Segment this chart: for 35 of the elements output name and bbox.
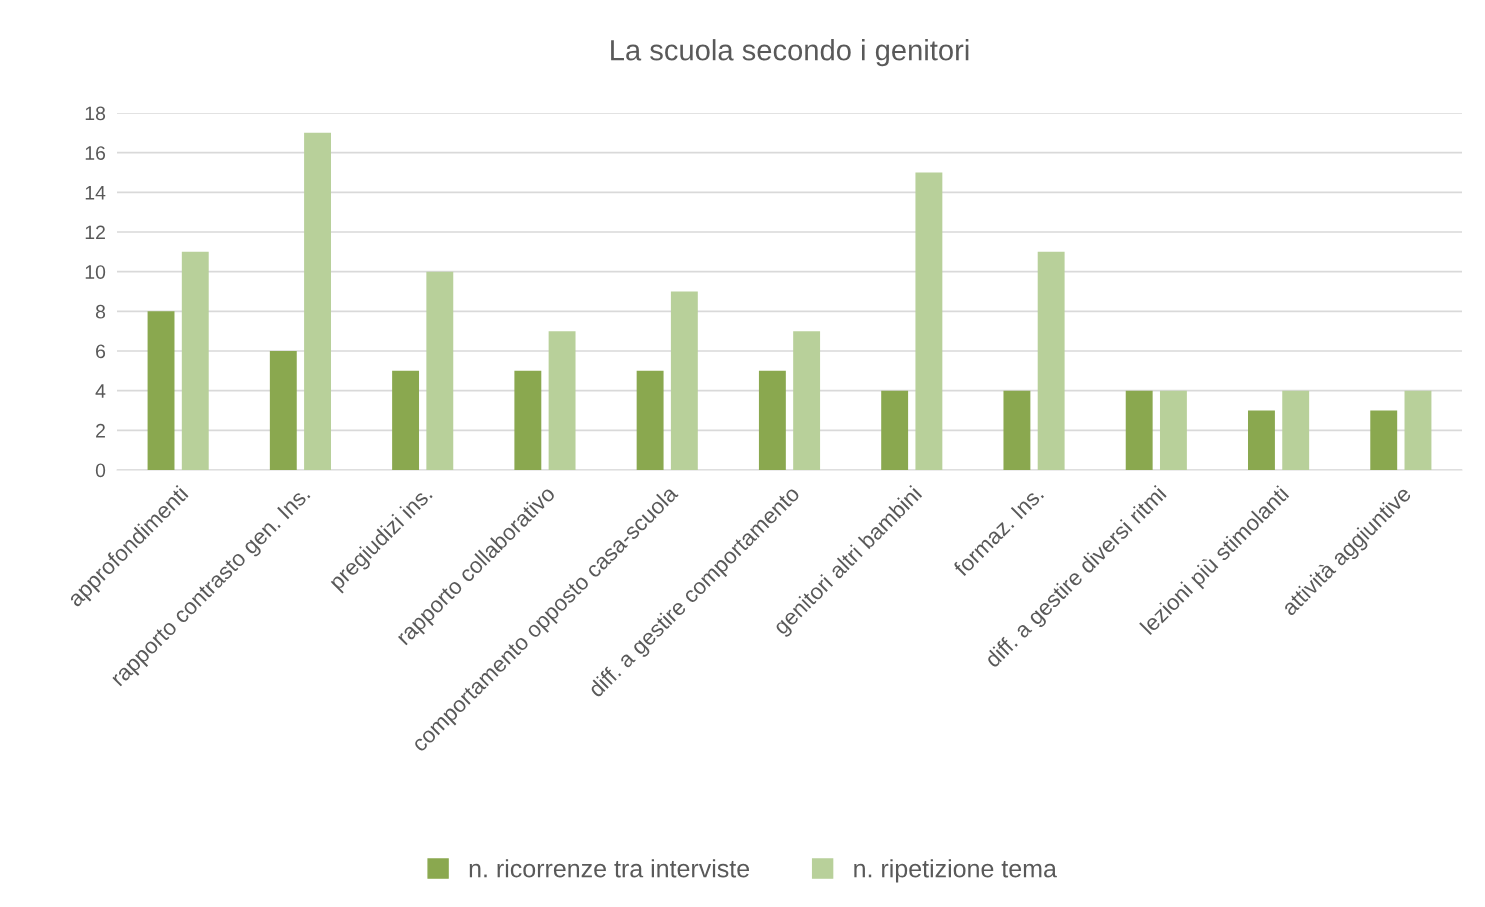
y-tick-label: 6: [96, 344, 106, 359]
y-tick-label: 8: [95, 304, 106, 319]
y-tick-label: 18: [85, 106, 106, 121]
bar: [1003, 390, 1031, 471]
chart-title: La scuola secondo i genitori: [611, 39, 969, 67]
bar: [1282, 390, 1310, 471]
bar: [1037, 251, 1065, 471]
bar: [426, 271, 454, 471]
bar: [1159, 390, 1187, 471]
bar: [147, 311, 175, 471]
bar: [793, 331, 821, 471]
bar: [1404, 390, 1432, 471]
y-tick-label: 0: [95, 463, 106, 478]
bar: [548, 331, 576, 471]
bar: [392, 370, 420, 471]
bar: [304, 132, 331, 471]
bar: [1370, 410, 1398, 471]
bar: [269, 351, 297, 471]
bar: [1248, 410, 1275, 471]
y-tick-label: 4: [95, 384, 106, 398]
bar: [514, 370, 542, 471]
y-tick-label: 16: [85, 146, 106, 160]
legend-label: n. ricorrenze tra interviste: [469, 859, 750, 878]
bar: [670, 291, 698, 471]
bar: [758, 370, 786, 471]
y-tick-label: 12: [85, 225, 105, 240]
legend-label: n. ripetizione tema: [854, 859, 1057, 883]
y-tick-label: 2: [96, 423, 105, 438]
bar: [636, 370, 664, 471]
bar: [1125, 390, 1153, 471]
bar: [881, 390, 909, 471]
bar: [915, 172, 943, 471]
y-tick-label: 14: [85, 186, 106, 200]
bar: [181, 251, 209, 471]
y-tick-label: 10: [85, 265, 106, 279]
